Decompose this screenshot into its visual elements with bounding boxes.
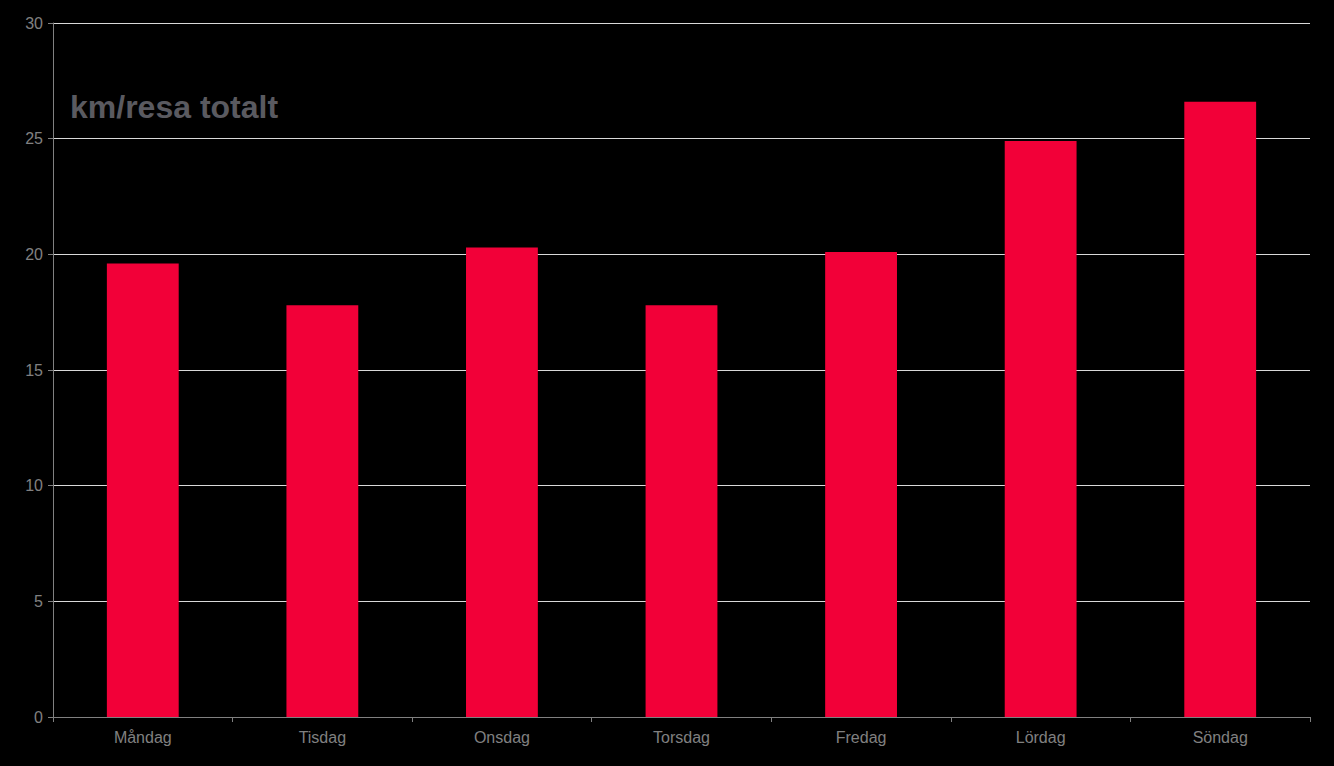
svg-text:20: 20 [25,246,43,263]
svg-text:25: 25 [25,130,43,147]
svg-text:Lördag: Lördag [1016,729,1066,746]
svg-text:Tisdag: Tisdag [299,729,346,746]
svg-text:30: 30 [25,15,43,32]
svg-text:Onsdag: Onsdag [474,729,530,746]
svg-text:Torsdag: Torsdag [653,729,710,746]
svg-text:Måndag: Måndag [114,729,172,746]
svg-text:0: 0 [34,709,43,726]
svg-text:Fredag: Fredag [836,729,887,746]
svg-text:Söndag: Söndag [1193,729,1248,746]
svg-text:5: 5 [34,593,43,610]
svg-text:10: 10 [25,477,43,494]
svg-text:15: 15 [25,362,43,379]
svg-text:km/resa totalt: km/resa totalt [70,89,278,125]
